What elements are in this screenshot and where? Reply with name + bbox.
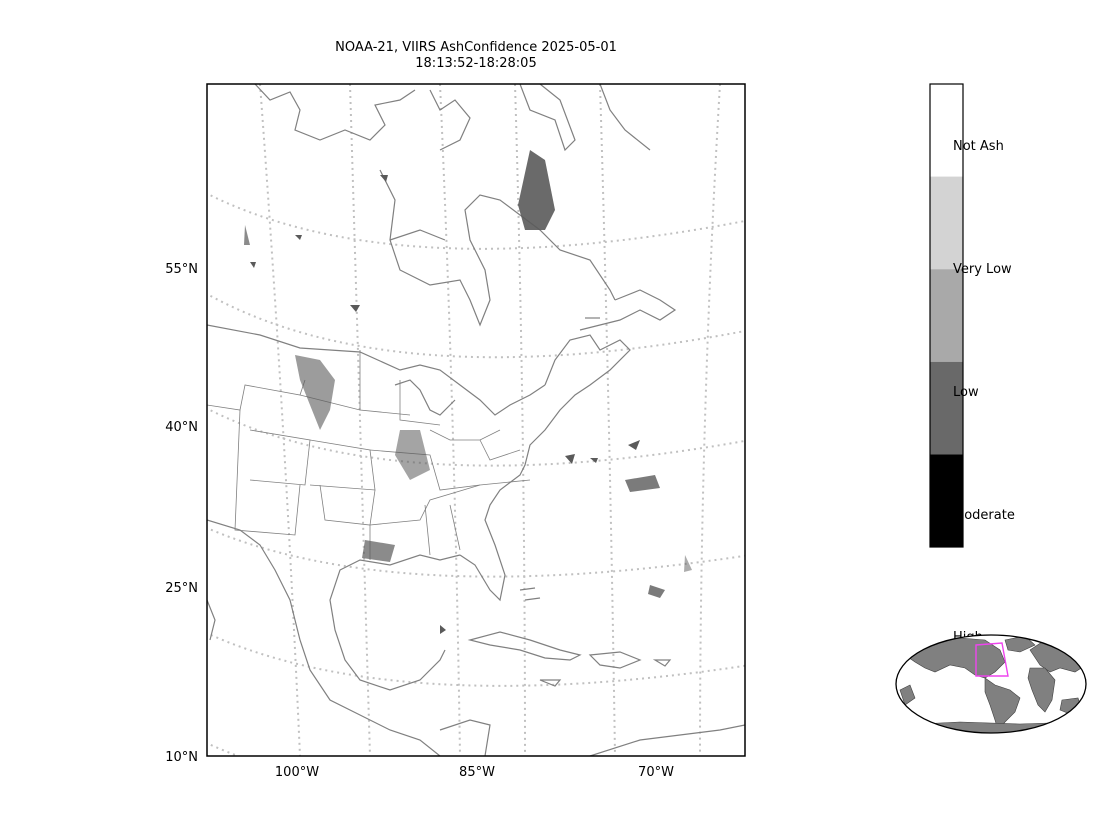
- ash-pixels: [244, 150, 692, 634]
- coastlines: [207, 84, 745, 756]
- lat-label-55: 55°N: [165, 262, 198, 277]
- graticule: [207, 84, 745, 756]
- colorbar-segment-4: [930, 454, 963, 547]
- colorbar-label-3: Moderate: [953, 508, 1015, 523]
- title-line-2: 18:13:52-18:28:05: [415, 56, 537, 71]
- lon-label-100w: 100°W: [275, 765, 319, 780]
- colorbar-segment-2: [930, 269, 963, 362]
- map-title: NOAA-21, VIIRS AshConfidence 2025-05-01 …: [207, 40, 745, 72]
- colorbar-frame: [929, 83, 964, 548]
- lon-label-70w: 70°W: [638, 765, 674, 780]
- title-line-1: NOAA-21, VIIRS AshConfidence 2025-05-01: [335, 40, 617, 55]
- lat-label-40: 40°N: [165, 420, 198, 435]
- locator-globe-icon: [895, 634, 1087, 734]
- map-frame: [206, 83, 746, 757]
- colorbar-segment-1: [930, 176, 963, 270]
- colorbar-segment-3: [930, 361, 963, 455]
- lat-label-10: 10°N: [165, 750, 198, 765]
- colorbar-label-0: Not Ash: [953, 139, 1004, 154]
- colorbar-label-1: Very Low: [953, 262, 1012, 277]
- lat-label-25: 25°N: [165, 581, 198, 596]
- colorbar-segment-0: [930, 84, 963, 177]
- colorbar-label-2: Low: [953, 385, 979, 400]
- map-area: [207, 84, 745, 756]
- lon-label-85w: 85°W: [459, 765, 495, 780]
